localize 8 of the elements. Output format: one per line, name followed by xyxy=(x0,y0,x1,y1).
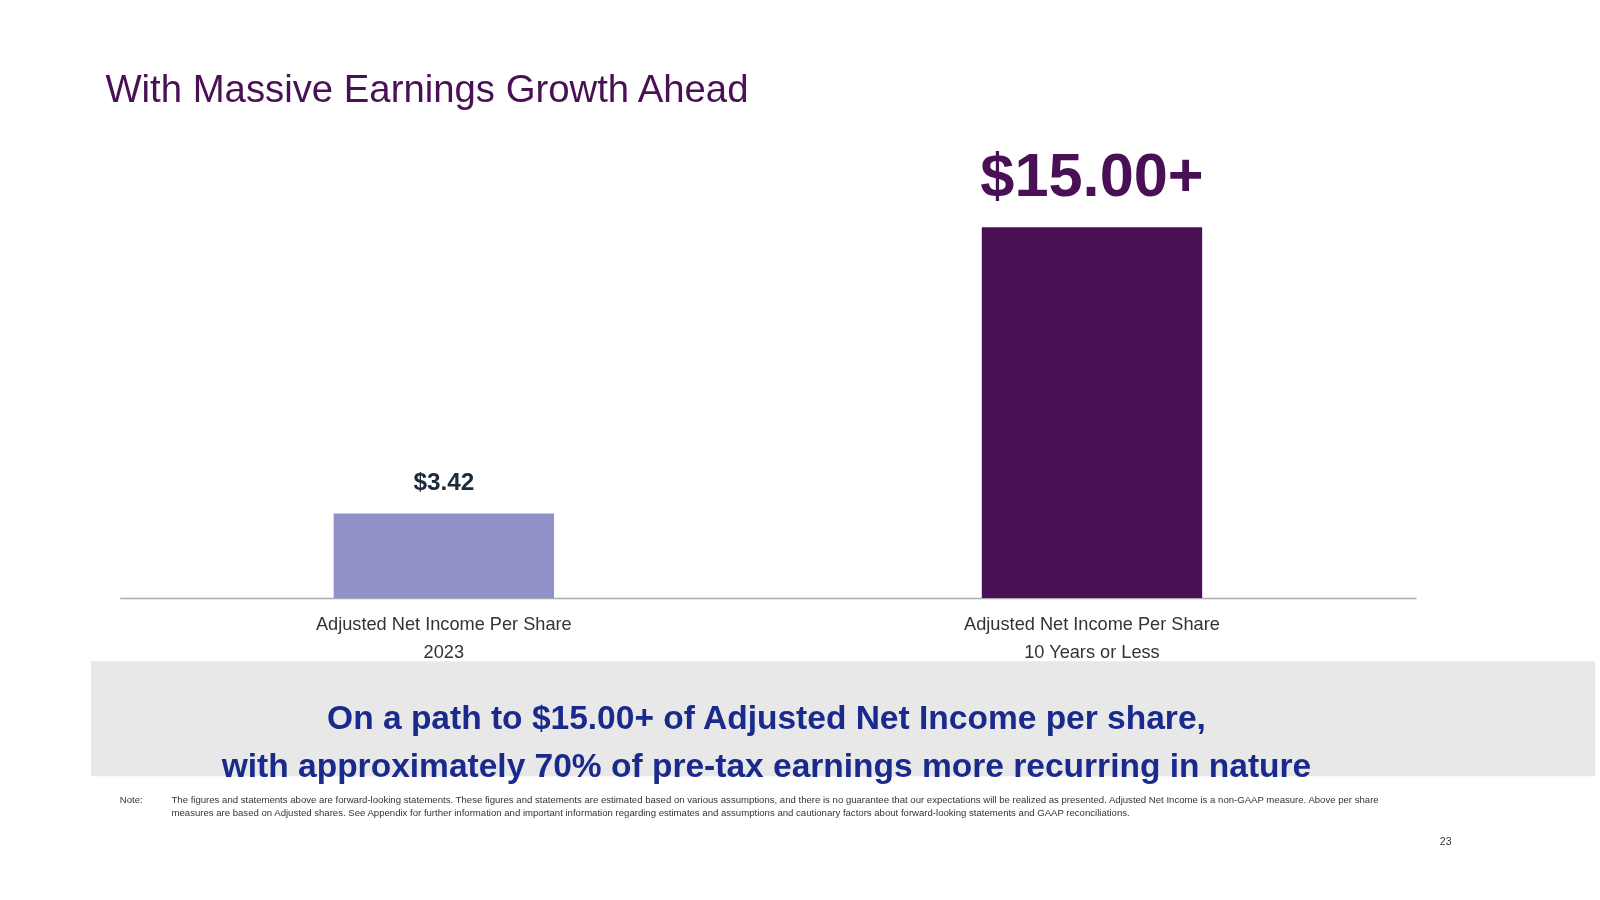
chart-title: With Massive Earnings Growth Ahead xyxy=(105,66,749,110)
text: 23 xyxy=(1439,835,1452,848)
data-label: $3.42 xyxy=(413,467,475,495)
data-label: $15.00+ xyxy=(980,139,1204,209)
text: Note: The figures and statements above are forward-looking statements. These figures and statements are estimated based on various assumptions, and there is no guarantee that our expectations will be realized as presented. Adjusted Net Income is a non-GAAP measure. Above per share measures are based on Adjusted shares. See Appendix for further information and important information regarding estimates and assumptions and cautionary factors about forward-looking statements and GAAP reconciliations. xyxy=(119,794,1379,819)
text: On a path to $15.00+ of Adjusted Net Income per share, with approximately 70% of pre-tax earnings more recurring in nature xyxy=(220,699,1312,785)
x-tick-label: Adjusted Net Income Per Share 2023 xyxy=(315,614,572,662)
x-tick-label: Adjusted Net Income Per Share 10 Years or Less xyxy=(964,614,1220,662)
